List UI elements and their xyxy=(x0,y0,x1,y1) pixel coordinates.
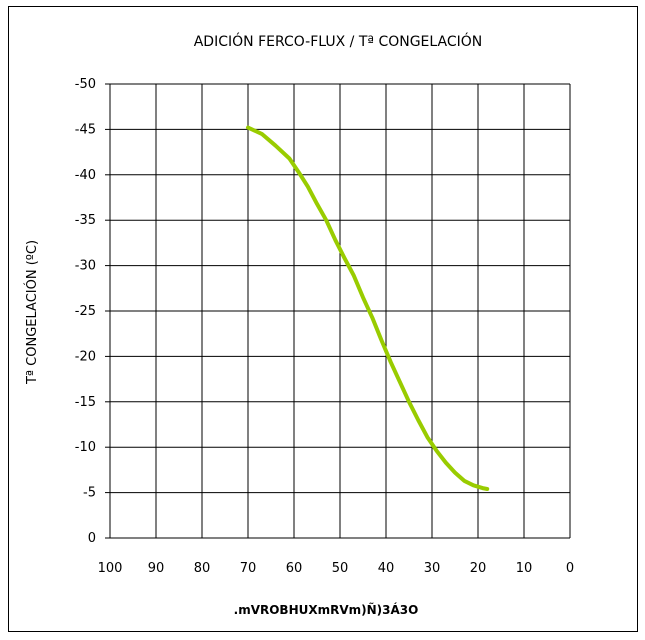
x-tick-label: 10 xyxy=(516,561,533,576)
y-tick-labels: -50-45-40-35-30-25-20-15-10-50 xyxy=(75,77,96,546)
x-tick-label: 0 xyxy=(566,561,574,576)
chart-frame xyxy=(8,6,638,632)
x-tick-label: 80 xyxy=(194,561,211,576)
y-tick-label: -15 xyxy=(75,395,96,410)
x-tick-label: 90 xyxy=(148,561,165,576)
y-tick-label: -10 xyxy=(75,440,96,455)
y-tick-label: -40 xyxy=(75,168,96,183)
y-tick-label: 0 xyxy=(88,531,96,546)
y-tick-label: -5 xyxy=(83,486,96,501)
x-tick-labels: 100 90 80 70 60 50 40 30 20 10 0 xyxy=(98,561,575,576)
series-line xyxy=(246,125,490,491)
x-tick-label: 100 xyxy=(98,561,123,576)
grid xyxy=(105,83,571,539)
y-tick-label: -30 xyxy=(75,259,96,274)
y-tick-label: -20 xyxy=(75,349,96,364)
x-axis-title: .mVROBHUXmRVm)Ñ)3Á3O xyxy=(234,602,419,617)
x-tick-label: 50 xyxy=(332,561,349,576)
y-tick-label: -50 xyxy=(75,77,96,92)
chart-title: ADICIÓN FERCO-FLUX / Tª CONGELACIÓN xyxy=(194,32,483,50)
x-tick-label: 60 xyxy=(286,561,303,576)
x-tick-label: 20 xyxy=(470,561,487,576)
series-group xyxy=(246,125,490,491)
y-tick-label: -45 xyxy=(75,122,96,137)
y-axis-title: Tª CONGELACIÓN (ºC) xyxy=(24,240,40,385)
x-tick-label: 40 xyxy=(378,561,395,576)
x-tick-label: 30 xyxy=(424,561,441,576)
y-tick-label: -25 xyxy=(75,304,96,319)
y-tick-label: -35 xyxy=(75,213,96,228)
x-tick-label: 70 xyxy=(240,561,257,576)
